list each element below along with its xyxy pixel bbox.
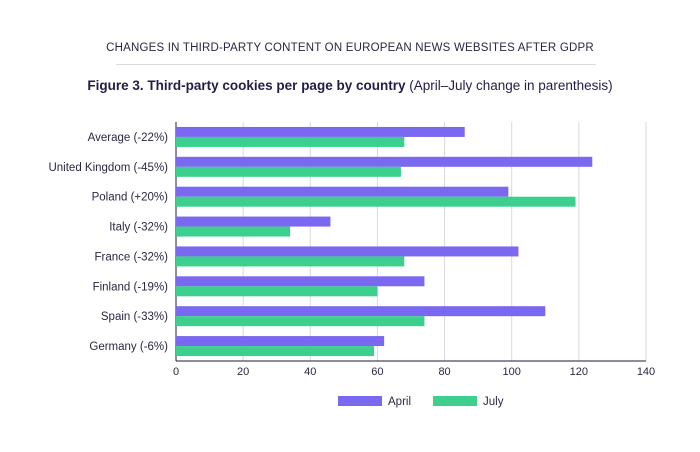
bar-april	[176, 126, 465, 137]
x-tick-label: 40	[304, 366, 316, 378]
bar-july	[176, 286, 378, 297]
header-divider	[116, 64, 596, 65]
category-label: Germany (-6%)	[89, 341, 168, 353]
bar-july	[176, 196, 576, 207]
bar-april	[176, 306, 546, 317]
category-label: Italy (-32%)	[109, 222, 168, 234]
legend-label-april: April	[388, 396, 411, 408]
x-tick-label: 60	[371, 366, 383, 378]
chart-header: CHANGES IN THIRD-PARTY CONTENT ON EUROPE…	[106, 42, 594, 54]
category-label: Average (-22%)	[88, 132, 168, 144]
figure-title-main: Figure 3. Third-party cookies per page b…	[87, 78, 406, 93]
bar-july	[176, 226, 291, 237]
category-label: United Kingdom (-45%)	[48, 162, 168, 174]
x-tick-label: 0	[173, 366, 179, 378]
x-tick-label: 100	[503, 366, 521, 378]
bar-july	[176, 256, 405, 267]
legend-swatch-april	[338, 396, 382, 406]
legend-label-july: July	[483, 396, 504, 408]
category-label: Poland (+20%)	[92, 192, 169, 204]
bar-april	[176, 156, 593, 167]
x-tick-label: 80	[438, 366, 450, 378]
legend-swatch-july	[433, 396, 477, 406]
bar-july	[176, 136, 405, 147]
figure-title-subtitle: (April–July change in parenthesis)	[409, 78, 613, 93]
x-tick-label: 140	[637, 366, 655, 378]
category-label: Finland (-19%)	[93, 281, 169, 293]
x-tick-label: 20	[237, 366, 249, 378]
bar-july	[176, 166, 401, 177]
x-tick-label: 120	[570, 366, 588, 378]
bar-april	[176, 216, 331, 227]
figure-title: Figure 3. Third-party cookies per page b…	[0, 78, 700, 93]
bar-april	[176, 336, 385, 347]
bar-july	[176, 346, 375, 357]
bar-april	[176, 276, 425, 287]
category-label: Spain (-33%)	[101, 311, 168, 323]
bar-april	[176, 186, 509, 197]
bar-april	[176, 246, 519, 257]
bar-july	[176, 316, 425, 327]
category-label: France (-32%)	[95, 251, 169, 263]
